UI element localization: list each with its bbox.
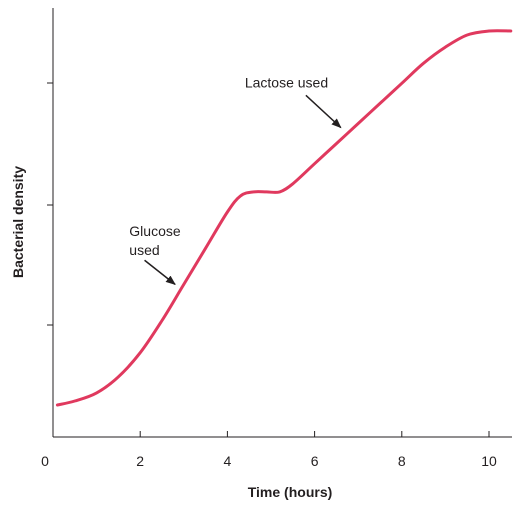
x-tick-label: 4 — [224, 453, 232, 469]
x-tick-label: 2 — [136, 453, 144, 469]
x-axis-title: Time (hours) — [248, 484, 333, 500]
annotation-label: used — [129, 242, 159, 258]
ticks: 0 2 4 6 8 10 — [41, 82, 497, 469]
annotation-label: Glucose — [129, 223, 181, 239]
annotations: Glucose used Lactose used — [129, 74, 342, 285]
growth-curve-line — [55, 29, 513, 407]
annotation-arrow — [144, 259, 176, 285]
x-tick-label: 10 — [481, 453, 497, 469]
x-tick-label: 8 — [398, 453, 406, 469]
x-tick-label: 0 — [41, 453, 49, 469]
y-axis-title: Bacterial density — [10, 166, 26, 278]
annotation-label: Lactose used — [245, 74, 328, 90]
axes — [52, 8, 512, 438]
x-tick-label: 6 — [311, 453, 319, 469]
annotation-arrow — [305, 94, 342, 129]
